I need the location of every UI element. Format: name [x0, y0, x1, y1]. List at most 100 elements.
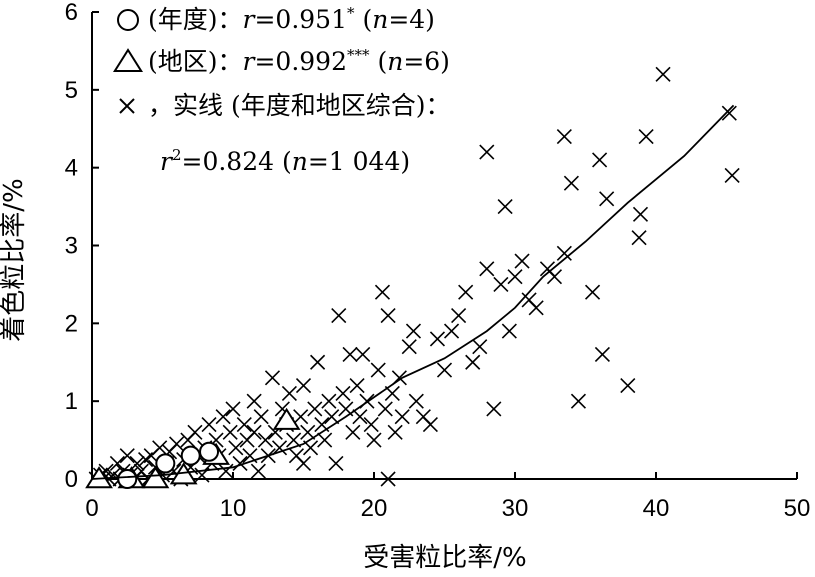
cross-point — [187, 424, 203, 440]
cross-point — [236, 416, 252, 433]
cross-stroke — [493, 276, 509, 292]
x-tick-label: 40 — [643, 495, 670, 522]
cross-stroke — [274, 401, 290, 417]
cross-stroke — [592, 152, 608, 168]
cross-stroke — [408, 393, 424, 409]
legend-triangle-icon — [112, 48, 144, 72]
cross-point — [366, 432, 382, 448]
cross-stroke — [366, 432, 382, 448]
circle-series — [117, 441, 220, 489]
cross-point — [349, 378, 365, 394]
cross-point — [169, 436, 185, 452]
cross-point — [594, 346, 610, 363]
cross-point — [225, 401, 241, 417]
cross-stroke — [345, 424, 361, 440]
cross-stroke — [264, 370, 281, 386]
cross-stroke — [338, 401, 354, 417]
cross-stroke — [631, 230, 647, 246]
cross-stroke — [539, 261, 555, 277]
cross-stroke — [563, 175, 579, 191]
legend-stat-symbol: r — [243, 5, 257, 34]
cross-stroke — [387, 424, 403, 440]
cross-stroke — [242, 448, 258, 464]
cross-stroke — [584, 284, 601, 300]
cross-stroke — [232, 455, 248, 471]
cross-point — [380, 307, 396, 324]
x-axis-label: 受害粒比率/% — [363, 543, 526, 573]
cross-point — [295, 378, 312, 394]
cross-stroke — [225, 401, 241, 417]
cross-point — [380, 471, 396, 487]
axis-ticks: 0 10 20 30 40 50 0 1 2 3 4 5 6 — [65, 0, 811, 522]
cross-point — [331, 307, 347, 324]
y-axis-label: 着色粒比率/% — [0, 178, 29, 341]
cross-point — [119, 448, 135, 464]
cross-stroke — [286, 432, 302, 448]
cross-stroke — [570, 393, 587, 409]
cross-point — [310, 354, 326, 370]
cross-point — [514, 253, 530, 269]
cross-point — [479, 261, 495, 277]
cross-series — [88, 66, 740, 487]
x-tick-label: 30 — [502, 495, 529, 522]
cross-stroke — [335, 385, 351, 401]
cross-point — [486, 401, 502, 417]
cross-stroke — [556, 128, 572, 145]
cross-point — [592, 152, 608, 168]
cross-stroke — [218, 463, 234, 479]
legend-n-value: =4) — [388, 5, 435, 34]
cross-point — [300, 424, 316, 440]
cross-point — [507, 269, 523, 285]
cross-stroke — [632, 206, 649, 222]
cross-point — [655, 66, 671, 82]
cross-stroke — [721, 105, 737, 121]
cross-stroke — [472, 339, 488, 355]
cross-stroke — [119, 98, 135, 114]
cross-point — [253, 409, 269, 425]
cross-point — [215, 409, 231, 425]
legend-label-continued: r2=0.824 (n=1 044) — [160, 146, 410, 176]
cross-stroke — [380, 471, 396, 487]
cross-point — [422, 416, 438, 433]
cross-point — [556, 245, 572, 261]
cross-point — [501, 323, 517, 339]
legend-stat-value: =0.824 — [182, 147, 275, 176]
cross-point — [374, 284, 391, 300]
cross-point — [342, 346, 358, 363]
cross-stroke — [215, 409, 231, 425]
cross-stroke — [599, 191, 615, 207]
cross-point — [599, 191, 615, 207]
cross-stroke — [546, 269, 563, 285]
cross-point — [246, 424, 262, 440]
cross-point — [250, 463, 266, 479]
cross-point — [472, 339, 488, 355]
cross-point — [451, 307, 467, 324]
legend-stat-symbol: r — [243, 47, 257, 76]
cross-stroke — [109, 455, 125, 471]
cross-stroke — [370, 362, 386, 378]
cross-stroke — [187, 424, 203, 440]
cross-point — [328, 455, 344, 471]
y-tick-label: 2 — [65, 310, 78, 337]
cross-stroke — [321, 393, 337, 409]
cross-point — [109, 455, 125, 471]
cross-point — [321, 393, 337, 409]
y-tick-label: 4 — [65, 155, 78, 182]
circle-point — [155, 453, 176, 474]
cross-point — [281, 385, 297, 401]
cross-point — [620, 378, 636, 394]
legend-stat-value: =0.951 — [254, 5, 347, 34]
cross-stroke — [349, 378, 365, 394]
cross-stroke — [328, 455, 344, 471]
cross-point — [443, 323, 460, 339]
cross-stroke — [169, 436, 185, 452]
cross-point — [324, 409, 340, 425]
cross-point — [377, 401, 393, 417]
y-tick-label: 6 — [65, 0, 78, 26]
cross-stroke — [324, 409, 340, 425]
cross-point — [436, 362, 453, 378]
cross-point — [638, 128, 654, 145]
cross-stroke — [405, 323, 422, 339]
legend-item-cross: ，实线 (年度和地区综合)： r2=0.824 (n=1 044) — [119, 91, 450, 176]
